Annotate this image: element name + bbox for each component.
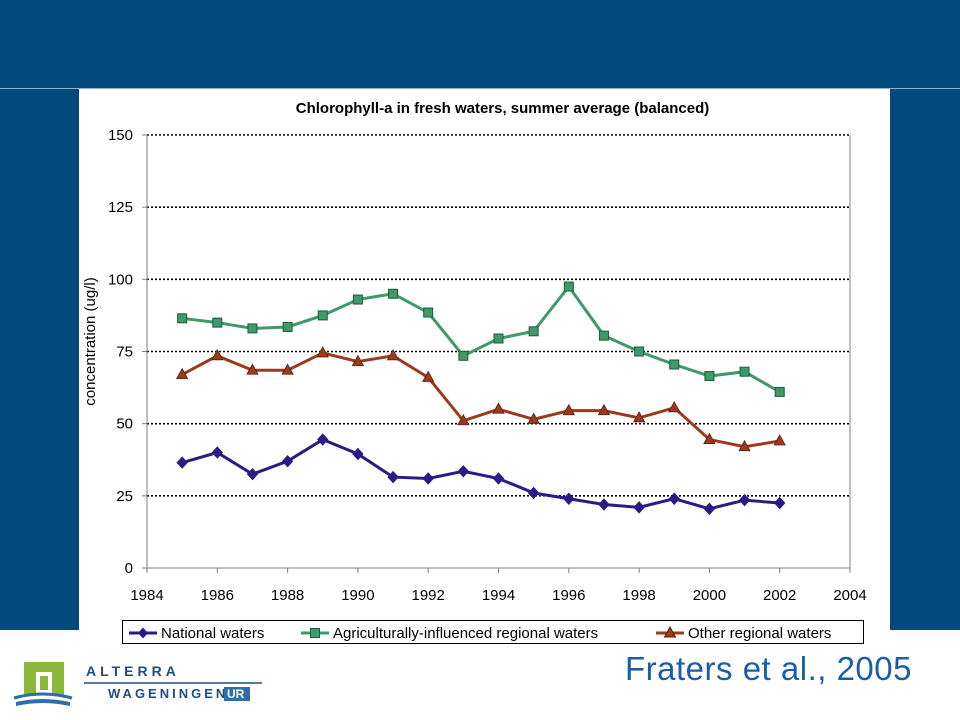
series-1-point-1987 [247, 323, 258, 334]
legend-label-0: National waters [161, 625, 264, 642]
logo-line1: ALTERRA [86, 663, 180, 679]
series-0-point-1997 [598, 498, 610, 511]
x-tick-label-1992: 1992 [412, 587, 445, 604]
series-0-point-2002 [774, 496, 786, 510]
series-0-point-1996 [563, 492, 575, 505]
series-2-point-1989 [316, 346, 329, 358]
series-0-point-1991 [387, 470, 399, 484]
x-tick-label-1988: 1988 [271, 587, 304, 604]
series-2-point-1998 [632, 411, 646, 423]
chart-legend: National waters Agriculturally-influenced… [122, 620, 864, 644]
series-2-point-1986 [211, 348, 224, 361]
series-2-point-1994 [492, 402, 505, 414]
series-2-point-1993 [457, 413, 470, 426]
series-0-point-1986 [211, 446, 223, 459]
series-2-point-1997 [597, 403, 611, 416]
series-0-point-1988 [281, 454, 294, 468]
series-0-point-1987 [246, 467, 259, 481]
legend-marker-2 [663, 625, 677, 638]
series-1-point-1998 [634, 346, 645, 357]
y-tick-label-25: 25 [116, 488, 133, 505]
series-2-point-1990 [351, 354, 365, 367]
series-2-point-1991 [386, 348, 400, 361]
series-1-point-1991 [388, 288, 399, 299]
series-1-point-2000 [704, 371, 715, 382]
banner-divider [0, 88, 960, 89]
series-line-2 [181, 351, 780, 449]
series-1-point-1996 [563, 281, 574, 292]
logo-ur: UR [227, 687, 245, 701]
citation: Fraters et al., 2005 [625, 650, 912, 687]
series-2-point-1992 [422, 370, 435, 382]
x-tick-label-2004: 2004 [833, 587, 866, 604]
series-2-point-1985 [175, 367, 189, 379]
y-tick-label-0: 0 [125, 560, 133, 577]
series-2-point-1988 [281, 363, 294, 375]
series-1-point-1993 [458, 350, 469, 361]
series-2-point-2000 [703, 432, 716, 444]
y-tick-label-150: 150 [108, 127, 133, 144]
left-frame [0, 90, 79, 630]
series-0-point-2001 [738, 493, 751, 507]
series-line-0 [181, 437, 780, 511]
y-tick-label-50: 50 [116, 416, 133, 433]
series-0-point-1990 [352, 447, 364, 461]
series-1-point-1997 [598, 330, 609, 341]
x-tick-label-1984: 1984 [130, 587, 163, 604]
series-0-point-1992 [422, 472, 434, 485]
series-1-point-1988 [282, 321, 293, 332]
x-tick-label-1994: 1994 [482, 587, 515, 604]
legend-svg: National waters Agriculturally-influenced… [129, 625, 831, 642]
x-tick-label-1990: 1990 [341, 587, 374, 604]
series-1-point-1990 [352, 294, 363, 305]
y-tick-label-100: 100 [108, 271, 133, 288]
alterra-logo: ALTERRA WAGENINGEN UR [12, 656, 272, 708]
legend-label-1: Agriculturally-influenced regional water… [333, 625, 598, 642]
y-tick-label-125: 125 [108, 199, 133, 216]
header-banner [0, 0, 960, 90]
series-2-point-1996 [562, 403, 575, 416]
legend-marker-0 [138, 627, 148, 639]
series-1-point-2001 [739, 366, 750, 377]
x-tick-label-2000: 2000 [693, 587, 726, 604]
series-0-point-2000 [703, 502, 716, 516]
x-tick-label-1986: 1986 [201, 587, 234, 604]
x-tick-label-1998: 1998 [622, 587, 655, 604]
x-tick-label-2002: 2002 [763, 587, 796, 604]
series-line-1 [181, 284, 781, 394]
series-1-point-1989 [317, 310, 328, 321]
series-0-point-1994 [492, 472, 505, 485]
alterra-logo-graphic: ALTERRA WAGENINGEN UR [13, 662, 262, 706]
right-frame [890, 90, 960, 630]
series-1-point-1999 [669, 359, 680, 370]
series-2-point-1995 [527, 412, 540, 424]
series-1-point-1994 [493, 333, 504, 344]
series-0-point-1998 [633, 501, 645, 514]
chart-title: Chlorophyll-a in fresh waters, summer av… [296, 100, 709, 117]
line-chart: Chlorophyll-a in fresh waters, summer av… [82, 100, 867, 604]
legend-marker-1 [310, 628, 320, 638]
series-2-point-1999 [668, 400, 681, 413]
series-0-point-1985 [176, 456, 188, 469]
series-1-point-1985 [177, 313, 188, 324]
series-0-point-1995 [527, 486, 540, 500]
series-2-point-1987 [246, 363, 259, 375]
series-1-point-1986 [212, 317, 223, 328]
series-2-point-2001 [738, 439, 751, 452]
series-1-point-1995 [528, 326, 539, 337]
series-1-point-2002 [774, 386, 785, 397]
y-tick-label-75: 75 [116, 344, 133, 361]
logo-line2: WAGENINGEN [108, 686, 228, 701]
y-axis-label: concentration (ug/l) [82, 277, 99, 405]
series-1-point-1992 [423, 307, 434, 318]
legend-label-2: Other regional waters [688, 625, 831, 642]
series-2-point-2002 [773, 434, 786, 446]
x-tick-label-1996: 1996 [552, 587, 585, 604]
series-0-point-1989 [317, 433, 329, 446]
series-0-point-1999 [668, 492, 680, 505]
chart-panel: Chlorophyll-a in fresh waters, summer av… [79, 89, 890, 650]
series-0-point-1993 [457, 465, 470, 478]
